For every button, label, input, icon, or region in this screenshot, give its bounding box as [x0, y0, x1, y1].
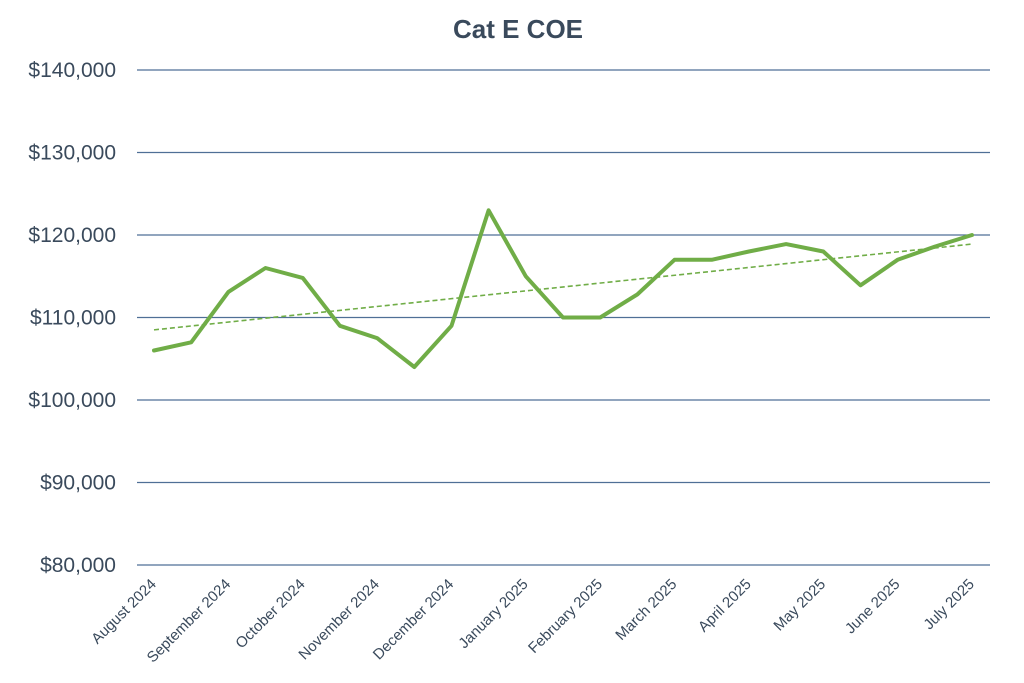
y-tick-label: $80,000 [40, 554, 116, 577]
x-tick-label: December 2024 [370, 576, 457, 663]
x-tick-label: January 2025 [455, 576, 531, 652]
trendline [153, 243, 973, 331]
x-tick-label: February 2025 [525, 576, 606, 657]
x-tick-label: March 2025 [612, 576, 680, 644]
x-tick-label: May 2025 [770, 576, 829, 635]
y-tick-label: $90,000 [40, 472, 116, 495]
x-tick-label: July 2025 [920, 576, 977, 633]
x-tick-label: October 2024 [232, 576, 308, 652]
x-tick-label: June 2025 [842, 576, 904, 638]
y-tick-label: $100,000 [28, 389, 116, 412]
x-tick-label: August 2024 [88, 576, 160, 648]
y-tick-label: $110,000 [30, 307, 116, 330]
series-layer [152, 208, 974, 369]
y-tick-label: $130,000 [28, 142, 116, 165]
y-tick-label: $120,000 [28, 224, 116, 247]
chart-title: Cat E COE [453, 14, 583, 44]
series-line [152, 208, 974, 369]
x-tick-label: April 2025 [695, 576, 755, 636]
gridlines [137, 69, 990, 566]
trendline-layer [153, 243, 973, 331]
y-axis-tick-labels: $80,000 $90,000 $100,000 $110,000 $120,000 $1… [28, 59, 116, 577]
y-tick-label: $140,000 [28, 59, 116, 82]
